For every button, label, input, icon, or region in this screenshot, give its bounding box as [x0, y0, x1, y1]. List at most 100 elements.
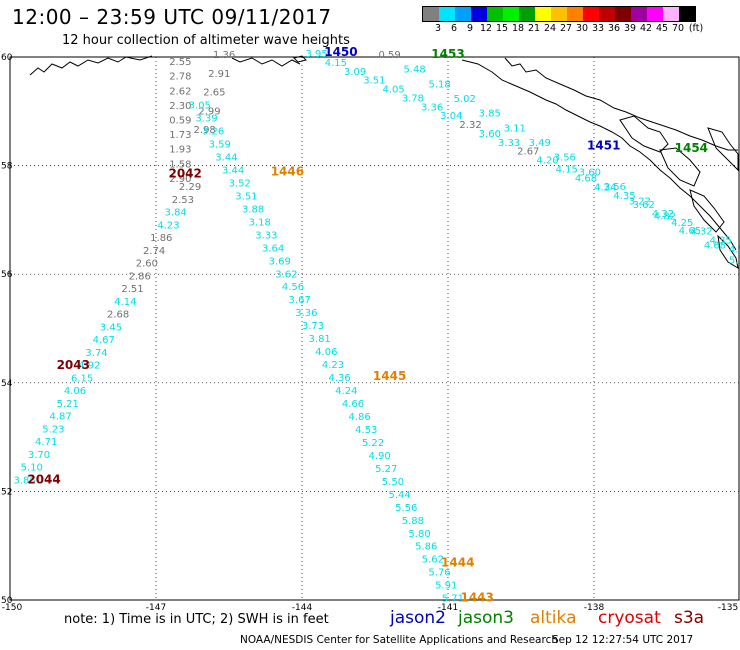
wave-height-value: 1.36 — [213, 50, 235, 61]
latitude-tick-label: 54 — [1, 379, 13, 389]
scale-label: 42 — [639, 23, 653, 34]
scale-label: 27 — [559, 23, 573, 34]
wave-height-value: 2.32 — [459, 120, 481, 131]
wave-height-value: 5.21 — [57, 399, 79, 410]
longitude-tick-label: -135 — [718, 603, 738, 613]
wave-height-value: 5.12 — [729, 255, 740, 266]
wave-height-value: 4.06 — [315, 347, 337, 358]
wave-height-value: 4.67 — [93, 335, 115, 346]
scale-label: 24 — [543, 23, 557, 34]
wave-height-value: 3.33 — [255, 230, 277, 241]
wave-height-value: 3.59 — [209, 140, 231, 151]
wave-height-color-scale: 3 6 9 12 15 18 21 24 27 30 33 36 39 42 45 70 (ft) — [422, 6, 703, 34]
wave-height-value: 3.45 — [100, 322, 122, 333]
wave-height-value: 3.36 — [421, 102, 443, 113]
wave-height-value: 1.58 — [169, 159, 191, 170]
scale-label: 3 — [434, 23, 442, 34]
wave-height-value: 4.65 — [679, 226, 701, 237]
scale-swatch — [583, 7, 599, 21]
wave-height-value: 3.52 — [229, 178, 251, 189]
wave-height-value: 3.26 — [202, 127, 224, 138]
satellite-legend-jason2: jason2 — [390, 608, 446, 628]
track-s3a-2042-side: 1.36 2.91 2.65 2.99 2.98 — [194, 50, 236, 136]
wave-height-value: 2.51 — [121, 284, 143, 295]
wave-height-value: 2.68 — [107, 310, 129, 321]
wave-height-value: 3.70 — [28, 450, 50, 461]
wave-height-value: 3.85 — [479, 109, 501, 120]
wave-height-value: 4.15 — [325, 58, 347, 69]
wave-height-value: 3.44 — [215, 152, 237, 163]
wave-height-value: 3.44 — [222, 165, 244, 176]
scale-label: 21 — [527, 23, 541, 34]
wave-height-value: 4.06 — [64, 386, 86, 397]
satellite-legend-altika: altika — [530, 608, 577, 628]
scale-label: 6 — [450, 23, 458, 34]
color-scale-swatches — [422, 6, 696, 22]
coastline-north-shore-2 — [231, 57, 301, 67]
wave-height-value: 4.05 — [382, 85, 404, 96]
wave-height-value: 5.76 — [428, 568, 450, 579]
wave-height-value: 2.98 — [194, 125, 216, 136]
wave-height-value: 4.90 — [368, 451, 390, 462]
wave-height-value: 5.50 — [382, 477, 404, 488]
wave-height-value: 2.53 — [172, 195, 194, 206]
wave-height-value: 5.10 — [21, 463, 43, 474]
scale-label: 15 — [495, 23, 509, 34]
wave-height-value: 3.62 — [275, 269, 297, 280]
scale-swatch — [503, 7, 519, 21]
wave-height-value: 4.20 — [536, 156, 558, 167]
pass-time-label: 1454 — [675, 141, 708, 155]
wave-height-value: 3.18 — [249, 217, 271, 228]
wave-height-value: 4.25 — [671, 218, 693, 229]
wave-height-value: 3.09 — [344, 67, 366, 78]
wave-height-value: 3.51 — [235, 191, 257, 202]
wave-height-value: 2.55 — [169, 57, 191, 68]
scale-label: 12 — [479, 23, 493, 34]
wave-height-value: 5.02 — [454, 94, 476, 105]
wave-height-value: 3.64 — [262, 243, 284, 254]
scale-swatch — [567, 7, 583, 21]
scale-label: 45 — [655, 23, 669, 34]
island-1 — [293, 55, 307, 63]
pass-time-label: 2043 — [57, 358, 90, 372]
wave-height-value: 5.23 — [42, 424, 64, 435]
wave-height-value: 5.56 — [395, 503, 417, 514]
wave-height-value: 4.55 — [729, 244, 740, 255]
wave-height-value: 3.69 — [269, 256, 291, 267]
wave-height-value: 3.73 — [302, 321, 324, 332]
scale-label: 33 — [591, 23, 605, 34]
wave-height-value: 4.14 — [114, 297, 136, 308]
scale-swatch — [679, 7, 695, 21]
wave-height-value: 2.86 — [129, 271, 151, 282]
satellite-legend-s3a: s3a — [674, 608, 705, 628]
wave-height-value: 4.71 — [35, 437, 57, 448]
scale-swatch — [535, 7, 551, 21]
pass-time-label: 1443 — [460, 591, 493, 605]
wave-height-value: 4.35 — [710, 236, 732, 247]
wave-height-value: 5.86 — [415, 542, 437, 553]
wave-height-value: 3.95 — [305, 49, 327, 60]
wave-height-value: 3.74 — [85, 348, 107, 359]
credit-line: NOAA/NESDIS Center for Satellite Applica… — [240, 634, 558, 646]
wave-height-value: 0.59 — [378, 50, 400, 61]
footnote: note: 1) Time is in UTC; 2) SWH is in fe… — [64, 612, 329, 627]
latitude-tick-label: 60 — [1, 53, 13, 63]
wave-height-value: 3.05 — [189, 101, 211, 112]
scale-label: 70 — [671, 23, 685, 34]
track-s3a-2042-lower: 2.29 2.53 3.844.23 1.86 2.74 2.602.86 2.51 4.14… — [13, 182, 201, 486]
coastline — [29, 55, 739, 270]
coastline-north-shore — [29, 55, 153, 76]
scale-swatch — [455, 7, 471, 21]
satellite-legend-cryosat: cryosat — [598, 608, 661, 628]
pass-time-label: 1445 — [373, 369, 406, 383]
page-title: 12:00 – 23:59 UTC 09/11/2017 — [12, 5, 332, 29]
track-altika-1446: 3.053.393.263.593.443.443.523.513.883.18… — [189, 101, 464, 605]
archipelago-5 — [717, 234, 739, 270]
scale-swatch — [599, 7, 615, 21]
wave-height-value: 4.23 — [157, 220, 179, 231]
longitude-tick-label: -138 — [584, 603, 605, 613]
wave-height-value: 4.15 — [556, 165, 578, 176]
wave-height-value: 5.27 — [375, 464, 397, 475]
scale-swatch — [631, 7, 647, 21]
pass-time-label: 2042 — [168, 167, 201, 181]
